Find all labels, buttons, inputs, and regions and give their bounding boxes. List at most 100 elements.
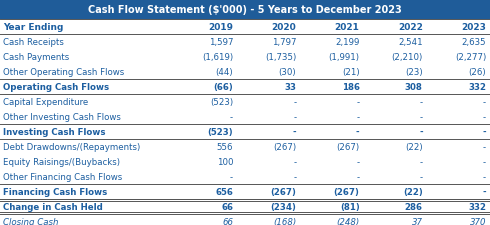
Text: Other Operating Cash Flows: Other Operating Cash Flows — [3, 68, 124, 77]
Text: (267): (267) — [270, 187, 296, 196]
Text: Capital Expenditure: Capital Expenditure — [3, 98, 88, 106]
Text: -: - — [419, 172, 423, 181]
Bar — [0, 110, 490, 124]
Text: -: - — [419, 157, 423, 166]
Text: 308: 308 — [405, 83, 423, 92]
Text: Financing Cash Flows: Financing Cash Flows — [3, 187, 107, 196]
Text: 2020: 2020 — [271, 23, 296, 32]
Text: Year Ending: Year Ending — [3, 23, 63, 32]
Text: (168): (168) — [273, 217, 296, 225]
Text: (2,277): (2,277) — [455, 53, 486, 62]
Text: -: - — [293, 98, 296, 106]
Text: -: - — [356, 127, 360, 136]
Text: -: - — [483, 172, 486, 181]
Text: (267): (267) — [273, 142, 296, 151]
Text: 2,635: 2,635 — [462, 38, 486, 47]
Text: 2019: 2019 — [208, 23, 233, 32]
Text: Operating Cash Flows: Operating Cash Flows — [3, 83, 109, 92]
Text: Closing Cash: Closing Cash — [3, 217, 58, 225]
Text: -: - — [419, 112, 423, 122]
Text: -: - — [483, 112, 486, 122]
Text: Other Investing Cash Flows: Other Investing Cash Flows — [3, 112, 121, 122]
Text: (523): (523) — [210, 98, 233, 106]
Bar — [0, 124, 490, 139]
Text: Cash Flow Statement ($'000) - 5 Years to December 2023: Cash Flow Statement ($'000) - 5 Years to… — [88, 5, 402, 15]
Text: -: - — [293, 172, 296, 181]
Text: 332: 332 — [468, 83, 486, 92]
Text: -: - — [356, 172, 360, 181]
Text: 1,797: 1,797 — [272, 38, 296, 47]
Text: 33: 33 — [284, 83, 296, 92]
Text: 66: 66 — [221, 202, 233, 211]
Text: 37: 37 — [412, 217, 423, 225]
Text: -: - — [230, 172, 233, 181]
Text: Cash Receipts: Cash Receipts — [3, 38, 64, 47]
Text: (1,735): (1,735) — [265, 53, 296, 62]
Text: -: - — [356, 157, 360, 166]
Text: -: - — [293, 112, 296, 122]
Text: -: - — [482, 127, 486, 136]
Text: 66: 66 — [222, 217, 233, 225]
Text: (1,619): (1,619) — [202, 53, 233, 62]
Text: 100: 100 — [217, 157, 233, 166]
Bar — [0, 169, 490, 184]
Bar — [0, 139, 490, 154]
Bar — [0, 65, 490, 80]
Text: (523): (523) — [208, 127, 233, 136]
Text: Cash Payments: Cash Payments — [3, 53, 69, 62]
Text: -: - — [483, 157, 486, 166]
Text: Equity Raisings/(Buybacks): Equity Raisings/(Buybacks) — [3, 157, 120, 166]
Bar — [0, 0, 490, 20]
Text: 2022: 2022 — [398, 23, 423, 32]
Text: Investing Cash Flows: Investing Cash Flows — [3, 127, 105, 136]
Text: Change in Cash Held: Change in Cash Held — [3, 202, 103, 211]
Bar — [0, 35, 490, 50]
Text: (22): (22) — [405, 142, 423, 151]
Text: 2023: 2023 — [461, 23, 486, 32]
Text: (234): (234) — [270, 202, 296, 211]
Bar — [0, 184, 490, 199]
Text: -: - — [293, 157, 296, 166]
Text: -: - — [356, 112, 360, 122]
Text: 556: 556 — [217, 142, 233, 151]
Text: 2,199: 2,199 — [335, 38, 360, 47]
Text: 186: 186 — [342, 83, 360, 92]
Text: Debt Drawdowns/(Repayments): Debt Drawdowns/(Repayments) — [3, 142, 140, 151]
Text: (23): (23) — [405, 68, 423, 77]
Text: (267): (267) — [337, 142, 360, 151]
Text: -: - — [356, 98, 360, 106]
Text: (267): (267) — [334, 187, 360, 196]
Bar — [0, 199, 490, 214]
Text: -: - — [483, 142, 486, 151]
Text: (30): (30) — [279, 68, 296, 77]
Text: 286: 286 — [405, 202, 423, 211]
Text: -: - — [419, 127, 423, 136]
Bar — [0, 20, 490, 35]
Bar — [0, 94, 490, 110]
Text: -: - — [482, 187, 486, 196]
Text: (81): (81) — [340, 202, 360, 211]
Text: 656: 656 — [215, 187, 233, 196]
Text: -: - — [483, 98, 486, 106]
Text: (66): (66) — [214, 83, 233, 92]
Text: (44): (44) — [216, 68, 233, 77]
Text: 2021: 2021 — [335, 23, 360, 32]
Text: (248): (248) — [336, 217, 360, 225]
Text: -: - — [230, 112, 233, 122]
Text: (21): (21) — [342, 68, 360, 77]
Text: (26): (26) — [468, 68, 486, 77]
Text: -: - — [419, 98, 423, 106]
Text: Other Financing Cash Flows: Other Financing Cash Flows — [3, 172, 122, 181]
Text: -: - — [293, 127, 296, 136]
Text: 1,597: 1,597 — [209, 38, 233, 47]
Text: 370: 370 — [469, 217, 486, 225]
Text: 2,541: 2,541 — [398, 38, 423, 47]
Bar — [0, 214, 490, 225]
Text: 332: 332 — [468, 202, 486, 211]
Text: (1,991): (1,991) — [329, 53, 360, 62]
Text: (2,210): (2,210) — [392, 53, 423, 62]
Bar — [0, 154, 490, 169]
Bar — [0, 80, 490, 94]
Bar — [0, 50, 490, 65]
Text: (22): (22) — [403, 187, 423, 196]
